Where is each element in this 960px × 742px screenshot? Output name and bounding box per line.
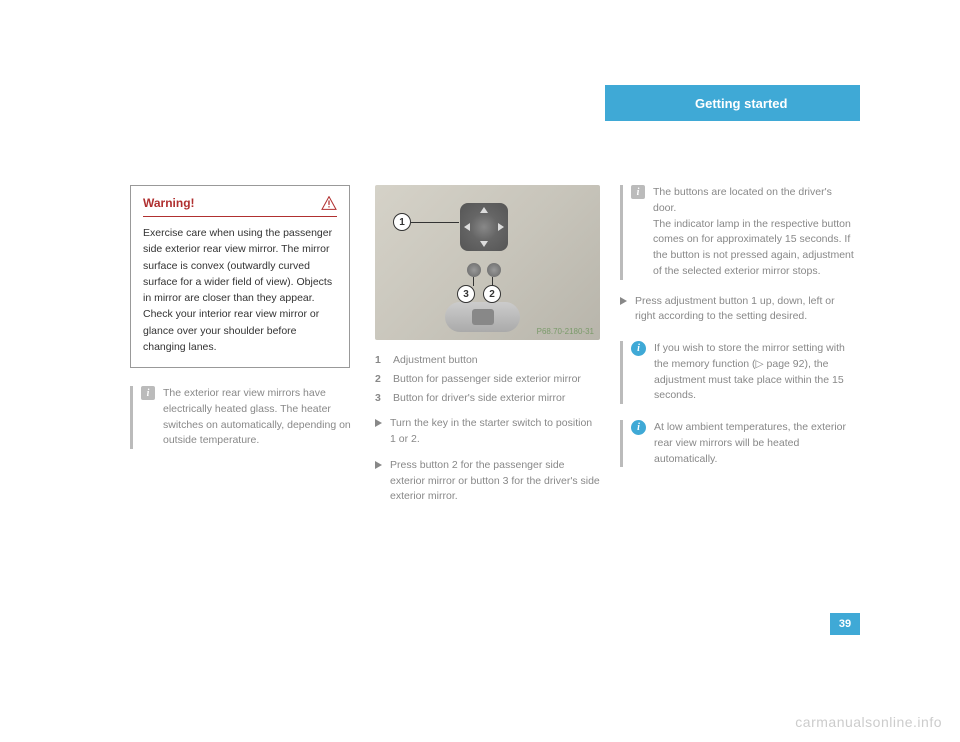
legend-num: 2 (375, 371, 387, 388)
arrow-down-icon (480, 241, 488, 247)
legend-num: 3 (375, 390, 387, 407)
legend-label: Adjustment button (393, 352, 478, 369)
note-block: i The buttons are located on the driver'… (620, 185, 855, 280)
callout-1: 1 (393, 213, 411, 231)
info-circle-icon: i (631, 341, 646, 356)
note-text: The buttons are located on the driver's … (653, 185, 855, 280)
note-text: The exterior rear view mirrors have elec… (163, 386, 355, 449)
note-side-bar (130, 386, 133, 449)
legend: 1 Adjustment button 2 Button for passeng… (375, 352, 600, 406)
legend-row: 1 Adjustment button (375, 352, 600, 369)
instruction-step: Press adjustment button 1 up, down, left… (620, 294, 855, 326)
tip-side-bar (620, 341, 623, 404)
step-arrow-icon (375, 461, 382, 469)
section-header-tab: Getting started (605, 85, 860, 121)
callout-3: 3 (457, 285, 475, 303)
page-number: 39 (839, 618, 851, 630)
warning-title: Warning! (143, 196, 195, 210)
tip-side-bar (620, 420, 623, 467)
legend-label: Button for passenger side exterior mirro… (393, 371, 581, 388)
callout-line (473, 277, 474, 286)
arrow-left-icon (464, 223, 470, 231)
section-title: Getting started (695, 96, 787, 111)
step-text: Turn the key in the starter switch to po… (390, 416, 600, 448)
tip-block: i If you wish to store the mirror settin… (620, 341, 855, 404)
page-number-badge: 39 (830, 613, 860, 635)
legend-num: 1 (375, 352, 387, 369)
callout-2: 2 (483, 285, 501, 303)
info-square-icon: i (141, 386, 155, 400)
info-circle-icon: i (631, 420, 646, 435)
tip-text: If you wish to store the mirror setting … (654, 341, 855, 404)
passenger-side-button (487, 263, 501, 277)
manual-page: Getting started Warning! Exercise care w… (130, 85, 860, 665)
instruction-step: Press button 2 for the passenger side ex… (375, 458, 600, 505)
adjustment-joystick (460, 203, 508, 251)
driver-side-button (467, 263, 481, 277)
instruction-step: Turn the key in the starter switch to po… (375, 416, 600, 448)
lock-panel (445, 302, 520, 332)
warning-triangle-icon (321, 196, 337, 210)
warning-box: Warning! Exercise care when using the pa… (130, 185, 350, 368)
column-3: i The buttons are located on the driver'… (620, 185, 855, 467)
step-text: Press button 2 for the passenger side ex… (390, 458, 600, 505)
callout-line (411, 222, 459, 223)
step-text: Press adjustment button 1 up, down, left… (635, 294, 855, 326)
column-2: 1 2 3 P68.70-2180-31 1 Adjustment button… (375, 185, 600, 505)
note-side-bar (620, 185, 623, 280)
step-arrow-icon (375, 419, 382, 427)
warning-body-text: Exercise care when using the passenger s… (143, 225, 337, 355)
legend-row: 3 Button for driver's side exterior mirr… (375, 390, 600, 407)
step-arrow-icon (620, 297, 627, 305)
diagram-ref-label: P68.70-2180-31 (537, 327, 594, 336)
tip-text: At low ambient temperatures, the exterio… (654, 420, 855, 467)
note-block: i The exterior rear view mirrors have el… (130, 386, 355, 449)
column-1: Warning! Exercise care when using the pa… (130, 185, 355, 449)
callout-line (492, 277, 493, 286)
info-square-icon: i (631, 185, 645, 199)
arrow-up-icon (480, 207, 488, 213)
legend-row: 2 Button for passenger side exterior mir… (375, 371, 600, 388)
tip-block: i At low ambient temperatures, the exter… (620, 420, 855, 467)
watermark-text: carmanualsonline.info (795, 714, 942, 730)
lock-button-icon (472, 309, 494, 325)
mirror-control-diagram: 1 2 3 P68.70-2180-31 (375, 185, 600, 340)
legend-label: Button for driver's side exterior mirror (393, 390, 565, 407)
arrow-right-icon (498, 223, 504, 231)
warning-header: Warning! (143, 196, 337, 217)
